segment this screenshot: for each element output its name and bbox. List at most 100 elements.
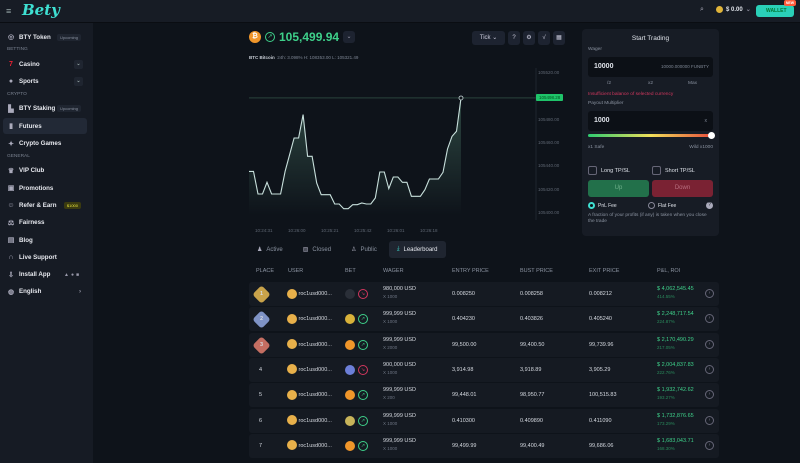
trend-up-icon: ↗ — [358, 314, 368, 325]
roi: 168.30% — [657, 445, 675, 451]
user[interactable]: roc1usd000... — [287, 333, 332, 357]
payout-input[interactable]: 1000 x — [588, 111, 713, 131]
gamepad-icon: ✦ — [8, 140, 14, 148]
sidebar-item-vip-club[interactable]: ♛ VIP Club — [3, 163, 87, 179]
wager-input[interactable]: 10000 10000.000000 FUNBTY — [588, 57, 713, 77]
sidebar-item-futures[interactable]: ▮ Futures — [3, 118, 87, 135]
table-row[interactable]: 4 roc1usd000... ↘ 900,000 USD X 1000 3,9… — [249, 357, 719, 382]
sidebar-item-bty-staking[interactable]: ▙ BTY Staking Upcoming — [3, 101, 87, 117]
sidebar-item-english[interactable]: ◍ English › — [3, 284, 87, 300]
place: 3 — [259, 341, 264, 348]
y-tick-label: 105520.00 — [538, 70, 560, 75]
btc-icon[interactable]: ₿ — [249, 31, 261, 43]
user[interactable]: roc1usd000... — [287, 383, 332, 407]
price-chart[interactable] — [240, 60, 580, 220]
user[interactable]: roc1usd000... — [287, 358, 332, 382]
help-icon[interactable]: ? — [508, 31, 520, 45]
sidebar-item-install-app[interactable]: ⇩ Install App ▲●■ — [3, 267, 87, 283]
entry-price: 0.410300 — [452, 417, 475, 424]
tab-leaderboard[interactable]: ⤓ Leaderboard — [388, 241, 446, 258]
sidebar-item-bty-token[interactable]: ◎ BTY Token Upcoming — [3, 29, 87, 45]
max-button[interactable]: Max — [688, 81, 698, 86]
logo[interactable]: Bety — [22, 1, 60, 19]
table-row[interactable]: 2 roc1usd000... ↗ 999,999 USD X 1000 0.4… — [249, 307, 719, 332]
pnl: $ 2,248,717.54 — [657, 311, 694, 318]
double-button[interactable]: x2 — [648, 81, 654, 86]
wager: 999,999 USD — [383, 387, 417, 394]
fee-note: A fraction of your profits (if any) is t… — [588, 213, 707, 224]
user[interactable]: roc1usd000... — [287, 282, 332, 306]
hamburger-icon[interactable]: ≡ — [6, 6, 12, 16]
sidebar-item-live-support[interactable]: ∩ Live Support — [3, 249, 87, 265]
chevron-down-icon[interactable]: ⌄ — [74, 59, 83, 69]
username: roc1usd000... — [298, 366, 332, 373]
table-row[interactable]: 5 roc1usd000... ↗ 999,999 USD X 200 99,4… — [249, 383, 719, 408]
details-icon[interactable]: › — [705, 364, 714, 374]
roi: 414.55% — [657, 294, 675, 299]
sidebar-item-promotions[interactable]: ▣ Promotions — [3, 180, 87, 196]
tab-public[interactable]: ♙ Public — [343, 241, 385, 258]
details-icon[interactable]: › — [705, 440, 714, 450]
details-icon[interactable]: › — [705, 339, 714, 349]
tab-active[interactable]: ♟ Active — [249, 241, 291, 258]
wager: 999,999 USD — [383, 311, 417, 318]
user[interactable]: roc1usd000... — [287, 409, 332, 433]
up-button[interactable]: Up — [588, 180, 649, 197]
sidebar-item-blog[interactable]: ▤ Blog — [3, 232, 87, 248]
column-header: USER — [288, 268, 304, 274]
multiplier: X 1000 — [383, 420, 398, 426]
help-icon[interactable]: ? — [706, 202, 713, 209]
pnl: $ 2,170,490.29 — [657, 336, 694, 343]
exit-price: 0.405240 — [589, 316, 612, 323]
slider-handle[interactable] — [708, 132, 715, 139]
section-label: CRYPTO — [7, 91, 27, 97]
wager: 900,000 USD — [383, 361, 417, 368]
details-icon[interactable]: › — [705, 390, 714, 400]
user[interactable]: roc1usd000... — [287, 307, 332, 331]
sidebar-item-sports[interactable]: ● Sports ⌄ — [3, 74, 87, 90]
sidebar-item-refer-earn[interactable]: ☺ Refer & Earn $1000 — [3, 197, 87, 213]
details-icon[interactable]: › — [705, 415, 714, 425]
sidebar-item-fairness[interactable]: ⚖ Fairness — [3, 215, 87, 231]
tab-closed[interactable]: ▨ Closed — [295, 241, 339, 258]
chevron-down-icon[interactable]: ⌄ — [74, 77, 83, 87]
place: 2 — [259, 316, 264, 323]
avatar — [287, 288, 297, 299]
closed-icon: ▨ — [302, 247, 309, 253]
tab-label: Public — [360, 246, 377, 253]
wallet-button[interactable]: WALLET NEW — [756, 0, 796, 17]
sqrt-icon[interactable]: √ — [538, 31, 550, 45]
coin-icon — [345, 390, 355, 401]
details-icon[interactable]: › — [705, 289, 714, 298]
short-tpsl-checkbox[interactable]: Short TP/SL — [652, 166, 695, 175]
sidebar-item-crypto-games[interactable]: ✦ Crypto Games — [3, 136, 87, 152]
headset-icon: ∩ — [8, 253, 14, 261]
avatar — [287, 364, 297, 375]
table-row[interactable]: 3 roc1usd000... ↗ 999,999 USD X 2000 99,… — [249, 332, 719, 357]
sidebar-item-casino[interactable]: 7 Casino ⌄ — [3, 56, 87, 72]
user[interactable]: roc1usd000... — [287, 434, 332, 458]
balance-selector[interactable]: $ 0.00 ⌄ — [716, 6, 751, 13]
table-row[interactable]: 7 roc1usd000... ↗ 999,999 USD X 1000 99,… — [249, 433, 719, 458]
wager: 999,999 USD — [383, 336, 417, 343]
table-row[interactable]: 1 roc1usd000... ↘ 980,000 USD X 1000 0.0… — [249, 282, 719, 306]
wager: 999,999 USD — [383, 437, 417, 444]
mode-dropdown[interactable]: Tick ⌄ — [472, 31, 505, 45]
payout-slider[interactable] — [588, 132, 715, 139]
asset-dropdown[interactable]: ⌄ — [343, 31, 356, 43]
table-row[interactable]: 6 roc1usd000... ↗ 999,999 USD X 1000 0.4… — [249, 408, 719, 433]
pnl-fee-radio[interactable]: PnL Fee — [588, 202, 617, 209]
place: 1 — [259, 291, 264, 297]
flat-fee-radio[interactable]: Flat Fee — [648, 202, 676, 209]
calculator-icon[interactable]: ▦ — [553, 31, 565, 45]
x-tick-label: 10:26:00 — [288, 228, 306, 233]
down-button[interactable]: Down — [652, 180, 713, 197]
search-icon[interactable]: ⌕ — [700, 6, 704, 13]
settings-icon[interactable]: ⚙ — [523, 31, 535, 45]
sidebar-item-label: Promotions — [19, 184, 54, 192]
details-icon[interactable]: › — [705, 314, 714, 324]
half-button[interactable]: /2 — [607, 81, 612, 86]
long-tpsl-checkbox[interactable]: Long TP/SL — [588, 166, 630, 175]
pnl: $ 1,732,876.65 — [657, 412, 694, 419]
column-header: ENTRY PRICE — [452, 268, 489, 274]
